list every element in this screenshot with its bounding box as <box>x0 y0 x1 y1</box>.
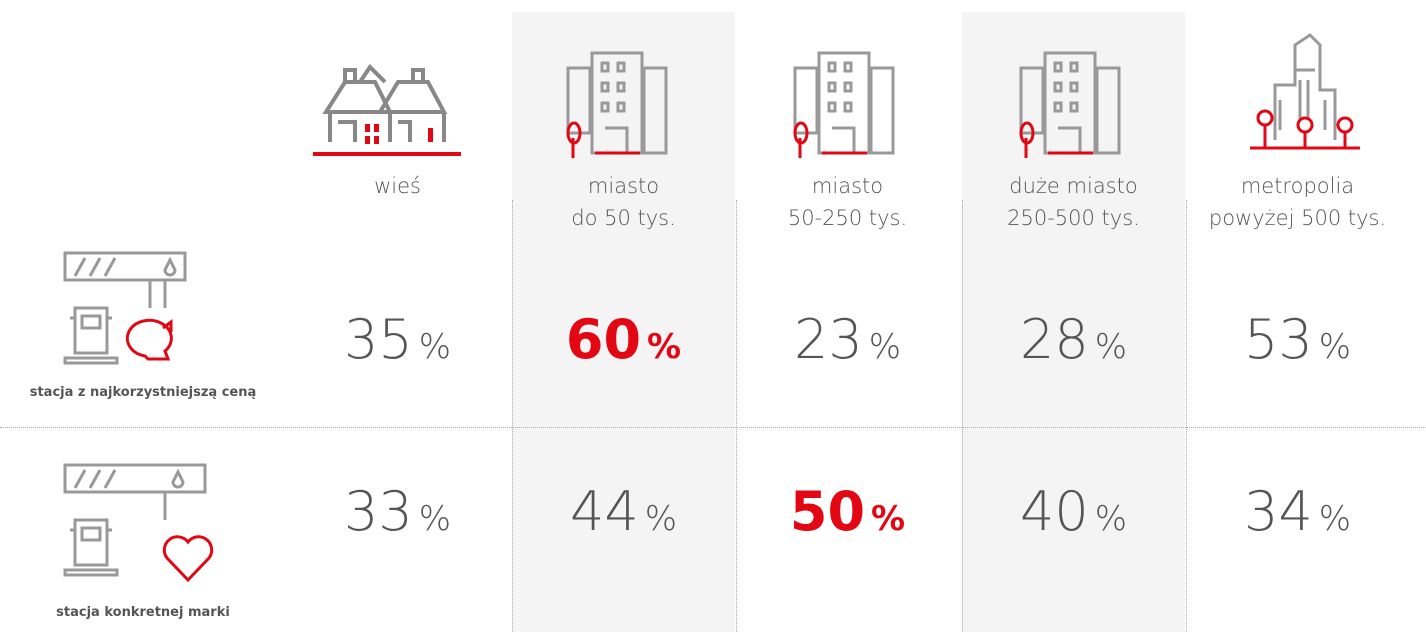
value: 50 <box>789 480 866 543</box>
value: 34 <box>1243 480 1313 543</box>
column-label: miasto do 50 tys. <box>512 170 735 234</box>
unit: % <box>418 327 452 367</box>
cell: 23% <box>736 308 959 371</box>
unit: % <box>647 327 682 367</box>
column-divider <box>512 200 513 632</box>
cell: 33% <box>286 480 509 543</box>
cell: 35% <box>286 308 509 371</box>
unit: % <box>418 499 452 539</box>
value: 33 <box>343 480 413 543</box>
column-label-line: 50-250 tys. <box>787 206 908 230</box>
cell: 40% <box>962 480 1185 543</box>
metropolis-icon <box>1250 33 1360 150</box>
column-divider <box>962 200 963 632</box>
value: 35 <box>343 308 413 371</box>
column-label: duże miasto 250-500 tys. <box>962 170 1185 234</box>
value: 44 <box>569 480 639 543</box>
value: 40 <box>1019 480 1089 543</box>
column-label: wieś <box>286 170 509 202</box>
value: 28 <box>1019 308 1089 371</box>
unit: % <box>1318 499 1352 539</box>
column-label-line: 250-500 tys. <box>1007 206 1140 230</box>
unit: % <box>868 327 902 367</box>
column-label-line: do 50 tys. <box>571 206 676 230</box>
unit: % <box>871 499 906 539</box>
column-label-line: wieś <box>374 174 421 198</box>
column-label-line: miasto <box>811 174 884 198</box>
unit: % <box>1094 327 1128 367</box>
column-label-line: duże miasto <box>1009 174 1138 198</box>
column-divider <box>736 200 737 632</box>
row-label: stacja z najkorzystniejszą ceną <box>29 385 257 400</box>
unit: % <box>644 499 678 539</box>
column-shade <box>962 12 1185 632</box>
town-icon <box>566 51 668 158</box>
value: 23 <box>793 308 863 371</box>
column-label: metropolia powyżej 500 tys. <box>1186 170 1409 234</box>
cell: 44% <box>512 480 735 543</box>
cell: 53% <box>1186 308 1409 371</box>
unit: % <box>1094 499 1128 539</box>
column-label: miasto 50-250 tys. <box>736 170 959 234</box>
cell: 28% <box>962 308 1185 371</box>
value: 60 <box>565 308 642 371</box>
value: 53 <box>1243 308 1313 371</box>
cell: 34% <box>1186 480 1409 543</box>
column-divider <box>1186 200 1187 632</box>
brand-station-icon <box>63 463 214 583</box>
column-shade <box>512 12 735 632</box>
column-label-line: powyżej 500 tys. <box>1208 206 1387 230</box>
row-label: stacja konkretnej marki <box>56 605 230 620</box>
unit: % <box>1318 327 1352 367</box>
column-label-line: miasto <box>587 174 660 198</box>
cell: 60% <box>512 308 735 371</box>
column-label-line: metropolia <box>1240 174 1355 198</box>
big-city-icon <box>1019 51 1121 158</box>
row-divider <box>0 427 1426 428</box>
price-station-icon <box>63 251 187 365</box>
city-icon <box>793 51 895 158</box>
cell: 50% <box>736 480 959 543</box>
village-icon <box>313 63 461 156</box>
